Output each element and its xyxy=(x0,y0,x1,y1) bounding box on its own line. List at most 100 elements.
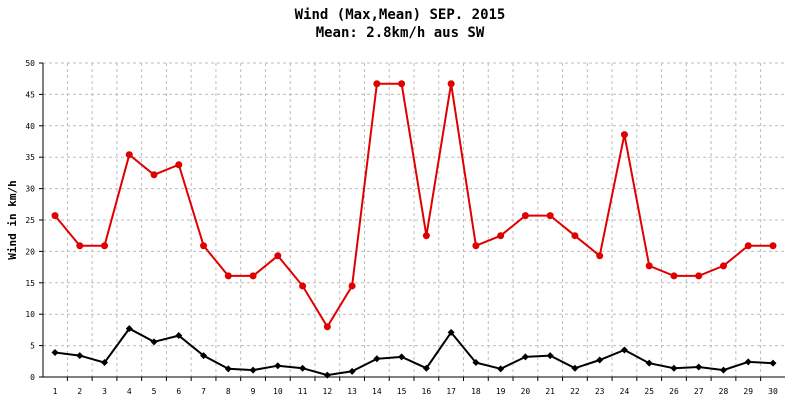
data-point xyxy=(200,352,208,360)
x-tick-label: 26 xyxy=(669,387,679,396)
data-point xyxy=(472,242,480,250)
x-tick-label: 16 xyxy=(422,387,432,396)
x-tick-label: 9 xyxy=(251,387,256,396)
data-point xyxy=(51,349,59,357)
series-line xyxy=(54,82,773,329)
data-point xyxy=(546,352,554,360)
data-point xyxy=(101,359,109,367)
chart-subtitle: Mean: 2.8km/h aus SW xyxy=(316,25,485,41)
data-point xyxy=(348,367,356,375)
data-point xyxy=(398,353,406,361)
x-tick-label: 29 xyxy=(743,387,753,396)
data-point xyxy=(497,232,505,240)
x-tick-label: 11 xyxy=(298,387,308,396)
y-tick-label: 30 xyxy=(25,185,35,194)
data-point xyxy=(571,232,579,240)
data-series xyxy=(51,80,777,379)
data-point xyxy=(769,359,777,367)
x-tick-label: 20 xyxy=(521,387,531,396)
data-point xyxy=(695,363,703,371)
y-tick-label: 45 xyxy=(25,90,35,99)
x-tick-label: 27 xyxy=(694,387,704,396)
data-point xyxy=(769,242,777,250)
data-point xyxy=(274,252,282,260)
y-tick-label: 10 xyxy=(25,310,35,319)
x-tick-label: 7 xyxy=(201,387,206,396)
x-tick-label: 6 xyxy=(176,387,181,396)
data-point xyxy=(200,242,208,250)
data-point xyxy=(719,262,727,270)
data-point xyxy=(125,151,133,159)
y-axis-label: Wind in km/h xyxy=(6,180,19,259)
data-point xyxy=(125,325,133,333)
x-tick-label: 12 xyxy=(323,387,333,396)
data-point xyxy=(76,352,84,360)
y-tick-label: 35 xyxy=(25,153,35,162)
series-line xyxy=(54,327,774,377)
data-point xyxy=(249,272,257,280)
data-point xyxy=(348,282,356,290)
data-point xyxy=(150,338,158,346)
data-point xyxy=(472,359,480,367)
data-point xyxy=(373,355,381,363)
x-tick-label: 28 xyxy=(719,387,729,396)
data-point xyxy=(546,212,554,220)
data-point xyxy=(323,371,331,379)
data-point xyxy=(521,212,529,220)
x-tick-label: 21 xyxy=(545,387,555,396)
data-point xyxy=(175,332,183,340)
data-point xyxy=(175,161,183,169)
data-point xyxy=(670,364,678,372)
series-2 xyxy=(51,325,777,379)
data-point xyxy=(744,358,752,366)
x-tick-label: 5 xyxy=(152,387,157,396)
data-point xyxy=(571,364,579,372)
x-tick-label: 22 xyxy=(570,387,580,396)
data-point xyxy=(373,80,381,88)
data-point xyxy=(249,366,257,374)
x-tick-label: 15 xyxy=(397,387,407,396)
data-point xyxy=(51,212,59,220)
data-point xyxy=(447,328,455,336)
x-tick-label: 8 xyxy=(226,387,231,396)
data-point xyxy=(620,131,628,139)
data-point xyxy=(224,365,232,373)
y-tick-label: 50 xyxy=(25,59,35,68)
data-point xyxy=(670,272,678,280)
x-tick-label: 18 xyxy=(471,387,481,396)
data-point xyxy=(744,242,752,250)
x-tick-label: 17 xyxy=(446,387,456,396)
data-point xyxy=(76,242,84,250)
data-point xyxy=(224,272,232,280)
data-point xyxy=(274,362,282,370)
data-point xyxy=(620,346,628,354)
x-tick-label: 30 xyxy=(768,387,778,396)
data-point xyxy=(645,359,653,367)
chart-title: Wind (Max,Mean) SEP. 2015 xyxy=(295,7,506,23)
data-point xyxy=(422,232,430,240)
y-tick-label: 5 xyxy=(30,342,35,351)
data-point xyxy=(299,282,307,290)
x-tick-label: 24 xyxy=(620,387,630,396)
x-tick-label: 23 xyxy=(595,387,605,396)
x-tick-label: 25 xyxy=(644,387,654,396)
x-tick-label: 19 xyxy=(496,387,506,396)
x-tick-label: 14 xyxy=(372,387,382,396)
data-point xyxy=(719,366,727,374)
grid-lines xyxy=(43,62,785,377)
y-tick-label: 40 xyxy=(25,122,35,131)
data-point xyxy=(596,356,604,364)
data-point xyxy=(323,323,331,331)
x-tick-label: 13 xyxy=(347,387,357,396)
series-1 xyxy=(51,80,777,331)
x-tick-label: 2 xyxy=(77,387,82,396)
y-tick-label: 0 xyxy=(30,373,35,382)
y-tick-label: 20 xyxy=(25,247,35,256)
x-tick-label: 4 xyxy=(127,387,132,396)
data-point xyxy=(398,80,406,88)
data-point xyxy=(497,365,505,373)
x-tick-label: 1 xyxy=(53,387,58,396)
x-tick-label: 10 xyxy=(273,387,283,396)
